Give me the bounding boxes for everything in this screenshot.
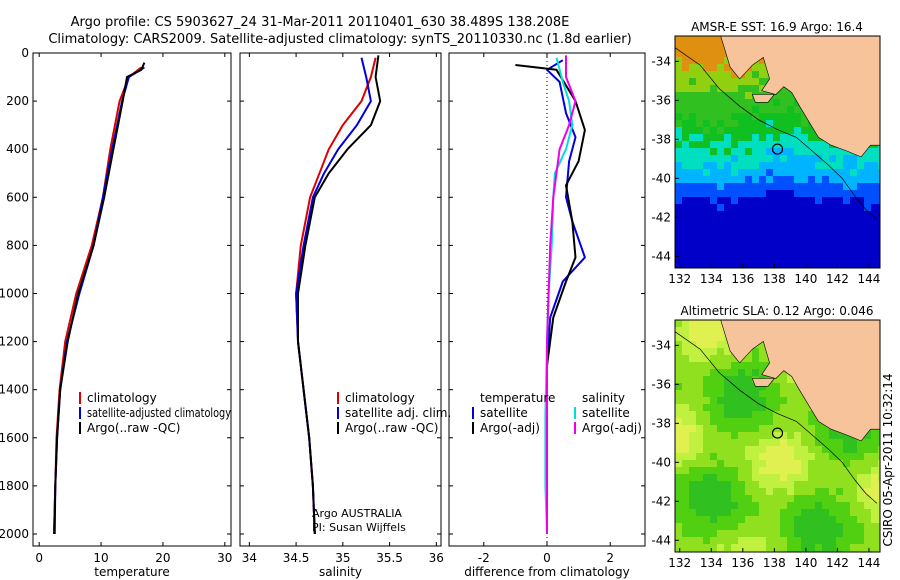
x-tick-label: 35.5 [376, 551, 403, 565]
lon-tick-label: 138 [763, 272, 786, 286]
x-tick-label: 36 [429, 551, 444, 565]
lon-tick-label: 132 [668, 556, 691, 570]
lat-tick-label: -40 [651, 171, 671, 185]
x-tick-label: 2 [606, 551, 614, 565]
plot-frame [239, 52, 442, 547]
lat-tick-label: -44 [651, 249, 671, 263]
x-tick-label: 10 [93, 551, 108, 565]
x-tick-label: 0 [35, 551, 43, 565]
x-tick-label: 34 [242, 551, 257, 565]
map-field [675, 36, 880, 268]
lat-tick-label: -38 [651, 132, 671, 146]
lon-tick-label: 138 [763, 556, 786, 570]
annotation-argo-australia: Argo AUSTRALIA [312, 507, 402, 520]
legend-label-argo: Argo(..raw -QC) [87, 421, 180, 435]
argo-float-marker [771, 427, 784, 439]
y-tick-label: 1400 [0, 383, 29, 397]
lat-tick-label: -34 [651, 338, 671, 352]
temperature-panel: 0 200 400 600 800 1000 1200 1400 1600 1800 2000 0 10… [0, 46, 232, 579]
y-tick-label: 1600 [0, 431, 29, 445]
legend-label-satellite: satellite adj. clim. [345, 406, 451, 420]
temperature-legend: climatology satellite-adjusted climatolo… [79, 391, 231, 435]
lon-tick-label: 132 [668, 272, 691, 286]
y-tick-label: 800 [6, 238, 29, 252]
lon-tick-label: 136 [731, 272, 754, 286]
map-field [675, 320, 880, 552]
lon-tick-label: 134 [700, 272, 723, 286]
lat-tick-label: -36 [651, 377, 671, 391]
legend-label-argo: Argo(..raw -QC) [345, 421, 438, 435]
lat-tick-label: -36 [651, 93, 671, 107]
sla-map-title: Altimetric SLA: 0.12 Argo: 0.046 [680, 304, 873, 318]
series-line-argo_salinity [546, 55, 577, 534]
shelf-contour [675, 47, 878, 220]
legend-label-temp-argo: Argo(-adj) [480, 421, 540, 435]
y-tick-label: 1800 [0, 479, 29, 493]
series-line-argo [53, 62, 146, 535]
y-tick-label: 2000 [0, 527, 29, 541]
land-mass [720, 320, 880, 442]
plot-frame [32, 52, 232, 547]
kangaroo-island [751, 378, 775, 387]
lat-tick-label: -42 [651, 494, 671, 508]
legend-header-temperature: temperature [480, 391, 555, 405]
lon-tick-label: 140 [794, 272, 817, 286]
sla-map: 132 134 136 138 140 142 144 -34 -36 -38 -40 -42 -44 [651, 319, 881, 570]
lon-tick-label: 136 [731, 556, 754, 570]
y-tick-label: 600 [6, 190, 29, 204]
lon-tick-label: 140 [794, 556, 817, 570]
salinity-xlabel: salinity [319, 565, 362, 579]
y-tick-label: 0 [21, 46, 29, 60]
difference-xlabel: difference from climatology [464, 565, 630, 579]
x-tick-label: 35 [335, 551, 350, 565]
x-tick-label: 0 [543, 551, 551, 565]
lat-tick-label: -38 [651, 416, 671, 430]
lat-tick-label: -40 [651, 455, 671, 469]
legend-label-climatology: climatology [87, 391, 157, 405]
lon-tick-label: 144 [858, 556, 881, 570]
x-tick-label: -2 [478, 551, 490, 565]
x-tick-label: 30 [217, 551, 232, 565]
legend-label-climatology: climatology [345, 391, 415, 405]
kangaroo-island [751, 94, 775, 103]
x-tick-label: 20 [155, 551, 170, 565]
legend-header-salinity: salinity [582, 391, 625, 405]
lon-tick-label: 142 [826, 272, 849, 286]
header-line-1: Argo profile: CS 5903627_24 31-Mar-2011 … [71, 15, 570, 30]
argo-float-marker [771, 143, 784, 155]
lat-tick-label: -44 [651, 533, 671, 547]
header-line-2: Climatology: CARS2009. Satellite-adjuste… [48, 32, 631, 47]
x-tick-label: 34.5 [283, 551, 310, 565]
legend-label-sal-satellite: satellite [582, 406, 630, 420]
map-frame [674, 35, 881, 269]
lon-tick-label: 134 [700, 556, 723, 570]
legend-label-sal-argo: Argo(-adj) [582, 421, 642, 435]
series-line-argo [297, 55, 382, 535]
y-tick-label: 1200 [0, 335, 29, 349]
land-mass [720, 36, 880, 158]
y-tick-label: 1000 [0, 286, 29, 300]
temperature-xlabel: temperature [94, 565, 169, 579]
shelf-contour [675, 331, 878, 504]
lon-tick-label: 142 [826, 556, 849, 570]
lat-tick-label: -34 [651, 54, 671, 68]
map-frame [674, 319, 881, 553]
y-tick-label: 400 [6, 142, 29, 156]
sst-map: 132 134 136 138 140 142 144 -34 -36 -38 -40 -42 -44 [651, 35, 881, 286]
legend-label-satellite: satellite-adjusted climatology [87, 406, 231, 420]
lon-tick-label: 144 [858, 272, 881, 286]
salinity-legend: climatology satellite adj. clim. Argo(..… [312, 391, 451, 534]
annotation-pi: PI: Susan Wijffels [312, 521, 406, 534]
lat-tick-label: -42 [651, 210, 671, 224]
salinity-panel: 34 34.5 35 35.5 36 salinity [239, 52, 444, 579]
difference-legend: temperature salinity satellite Argo(-adj… [472, 391, 642, 435]
sst-map-title: AMSR-E SST: 16.9 Argo: 16.4 [691, 20, 863, 34]
legend-label-temp-satellite: satellite [480, 406, 528, 420]
y-tick-label: 200 [6, 94, 29, 108]
csiro-timestamp: CSIRO 05-Apr-2011 10:32:14 [881, 373, 895, 546]
